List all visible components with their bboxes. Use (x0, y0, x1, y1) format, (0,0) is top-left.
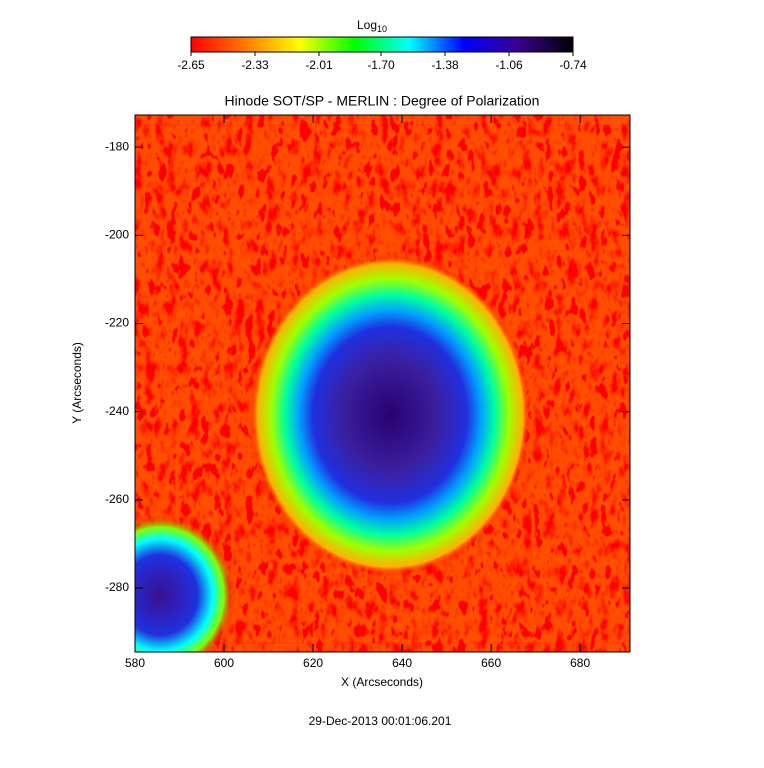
plot-frame (134, 114, 631, 653)
colorbar-tick-label: -1.06 (495, 58, 523, 72)
x-tick-label: 680 (570, 656, 590, 670)
y-tick-label: -200 (105, 228, 129, 242)
x-axis-label: X (Arcseconds) (341, 675, 423, 689)
colorbar-tick-label: -2.01 (305, 58, 333, 72)
x-tick-label: 660 (481, 656, 501, 670)
y-axis-label: Y (Arcseconds) (70, 342, 84, 424)
colorbar-tick-label: -0.74 (559, 58, 587, 72)
colorbar (190, 36, 574, 53)
colorbar-tick-label: -2.33 (241, 58, 269, 72)
colorbar-label-subscript: 10 (377, 24, 387, 34)
colorbar-tick-label: -1.70 (367, 58, 395, 72)
y-tick-label: -220 (105, 316, 129, 330)
footer-date: 29-Dec-2013 00:01:06.201 (309, 714, 452, 728)
y-tick-label: -180 (105, 139, 129, 153)
colorbar-tick-label: -2.65 (177, 58, 205, 72)
x-tick-label: 600 (214, 656, 234, 670)
colorbar-label: Log10 (357, 18, 387, 34)
y-tick-label: -260 (105, 492, 129, 506)
colorbar-tick-label: -1.38 (431, 58, 459, 72)
y-tick-label: -280 (105, 580, 129, 594)
heatmap-image (135, 115, 630, 652)
y-tick-label: -240 (105, 404, 129, 418)
x-tick-label: 580 (125, 656, 145, 670)
x-tick-label: 640 (392, 656, 412, 670)
chart-title: Hinode SOT/SP - MERLIN : Degree of Polar… (225, 93, 540, 109)
colorbar-label-base: Log (357, 18, 377, 32)
x-tick-label: 620 (303, 656, 323, 670)
